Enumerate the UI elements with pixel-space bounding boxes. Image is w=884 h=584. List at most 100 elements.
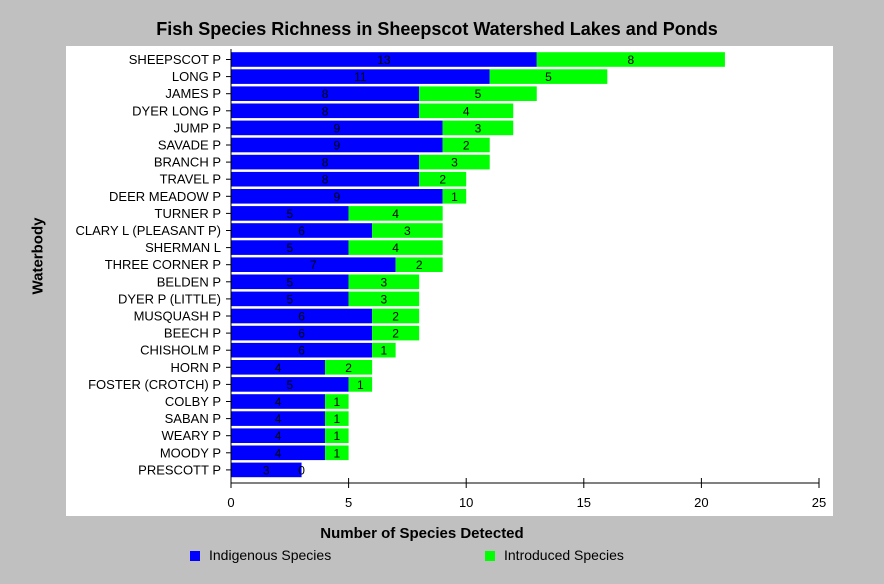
- category-label: TURNER P: [155, 206, 221, 221]
- category-label: BELDEN P: [157, 274, 221, 289]
- bar-indigenous: [231, 171, 420, 187]
- category-label: BEECH P: [164, 326, 221, 341]
- data-label-introduced: 1: [333, 395, 340, 409]
- data-label-introduced: 1: [451, 190, 458, 204]
- bar-introduced: [419, 86, 537, 101]
- bar-introduced: [348, 206, 443, 221]
- bar-introduced: [442, 120, 514, 136]
- data-label-introduced: 3: [404, 224, 411, 238]
- bar-indigenous: [231, 445, 326, 461]
- category-label: BRANCH P: [154, 155, 221, 170]
- data-label-introduced: 2: [392, 327, 399, 341]
- bar-introduced: [325, 445, 349, 461]
- category-label: COLBY P: [165, 394, 221, 409]
- category-label: HORN P: [170, 360, 221, 375]
- data-label-introduced: 3: [475, 121, 482, 135]
- bar-introduced: [348, 291, 420, 307]
- bar-indigenous: [231, 240, 349, 255]
- bar-introduced: [395, 257, 443, 272]
- bar-introduced: [325, 394, 349, 409]
- category-label: PRESCOTT P: [138, 462, 221, 477]
- legend-swatch-indigenous: [190, 551, 200, 561]
- category-label: MUSQUASH P: [134, 309, 221, 324]
- legend-item-introduced: Introduced Species: [485, 547, 624, 563]
- category-label: JUMP P: [174, 120, 221, 135]
- data-label-introduced: 5: [475, 87, 482, 101]
- category-label: TRAVEL P: [160, 172, 221, 187]
- bar-introduced: [372, 223, 443, 238]
- bar-indigenous: [231, 291, 349, 307]
- data-label-indigenous: 8: [322, 173, 329, 187]
- data-label-introduced: 3: [381, 275, 388, 289]
- category-label: SABAN P: [165, 411, 221, 426]
- bar-introduced: [325, 360, 373, 375]
- data-label-indigenous: 5: [286, 275, 293, 289]
- category-label: FOSTER (CROTCH) P: [88, 377, 221, 392]
- category-label: DEER MEADOW P: [109, 189, 221, 204]
- category-label: SAVADE P: [158, 138, 221, 153]
- category-label: SHERMAN L: [145, 240, 221, 255]
- data-label-indigenous: 5: [286, 207, 293, 221]
- data-label-introduced: 3: [381, 292, 388, 306]
- bar-introduced: [372, 342, 396, 358]
- bar-introduced: [372, 325, 420, 341]
- data-label-indigenous: 4: [275, 395, 282, 409]
- data-label-introduced: 2: [416, 258, 423, 272]
- x-axis-label: Number of Species Detected: [320, 525, 524, 542]
- data-label-indigenous: 6: [298, 224, 305, 238]
- category-label: MOODY P: [160, 445, 221, 460]
- data-label-indigenous: 6: [298, 310, 305, 324]
- data-label-introduced: 1: [333, 429, 340, 443]
- legend-swatch-introduced: [485, 551, 495, 561]
- legend-label-indigenous: Indigenous Species: [209, 547, 332, 563]
- data-label-introduced: 4: [392, 241, 399, 255]
- x-tick-label: 20: [694, 495, 708, 510]
- bar-indigenous: [231, 428, 326, 443]
- data-label-introduced: 2: [463, 139, 470, 153]
- bar-indigenous: [231, 223, 373, 238]
- data-label-introduced: 2: [439, 173, 446, 187]
- data-label-introduced: 4: [463, 104, 470, 118]
- data-label-introduced: 1: [381, 344, 388, 358]
- bar-indigenous: [231, 274, 349, 290]
- bar-indigenous: [231, 154, 420, 170]
- category-label: DYER LONG P: [132, 103, 221, 118]
- y-axis-label: Waterbody: [29, 217, 47, 295]
- category-label: SHEEPSCOT P: [129, 52, 221, 67]
- data-label-indigenous: 8: [322, 156, 329, 170]
- x-tick-label: 5: [345, 495, 352, 510]
- data-label-introduced: 5: [545, 70, 552, 84]
- data-label-introduced: 8: [627, 53, 634, 67]
- data-label-indigenous: 8: [322, 87, 329, 101]
- bar-introduced: [442, 137, 490, 153]
- x-tick-label: 10: [459, 495, 473, 510]
- bar-indigenous: [231, 52, 537, 67]
- bar-indigenous: [231, 377, 349, 392]
- data-label-introduced: 2: [392, 310, 399, 324]
- data-label-introduced: 1: [333, 446, 340, 460]
- data-label-introduced: 4: [392, 207, 399, 221]
- bar-introduced: [419, 154, 490, 170]
- data-label-indigenous: 4: [275, 412, 282, 426]
- bar-indigenous: [231, 411, 326, 426]
- bar-introduced: [348, 377, 373, 392]
- bar-indigenous: [231, 462, 302, 478]
- bar-introduced: [419, 103, 514, 119]
- plot-panel: SHEEPSCOT P 13 8 LONG P 11 5 JAMES P 8 5 DYER LON…: [66, 46, 833, 516]
- data-label-indigenous: 9: [333, 121, 340, 135]
- bar-indigenous: [231, 86, 420, 101]
- bar-indigenous: [231, 69, 490, 84]
- bar-introduced: [442, 189, 467, 204]
- category-label: WEARY P: [162, 428, 221, 443]
- data-label-indigenous: 8: [322, 104, 329, 118]
- data-label-indigenous: 7: [310, 258, 317, 272]
- category-label: CLARY L (PLEASANT P): [76, 223, 221, 238]
- bar-introduced: [372, 308, 420, 324]
- bar-introduced: [325, 428, 349, 443]
- category-label: THREE CORNER P: [105, 257, 221, 272]
- legend-item-indigenous: Indigenous Species: [190, 547, 331, 563]
- bar-introduced: [348, 240, 443, 255]
- legend-label-introduced: Introduced Species: [504, 547, 624, 563]
- data-label-indigenous: 9: [333, 190, 340, 204]
- bar-introduced: [489, 69, 608, 84]
